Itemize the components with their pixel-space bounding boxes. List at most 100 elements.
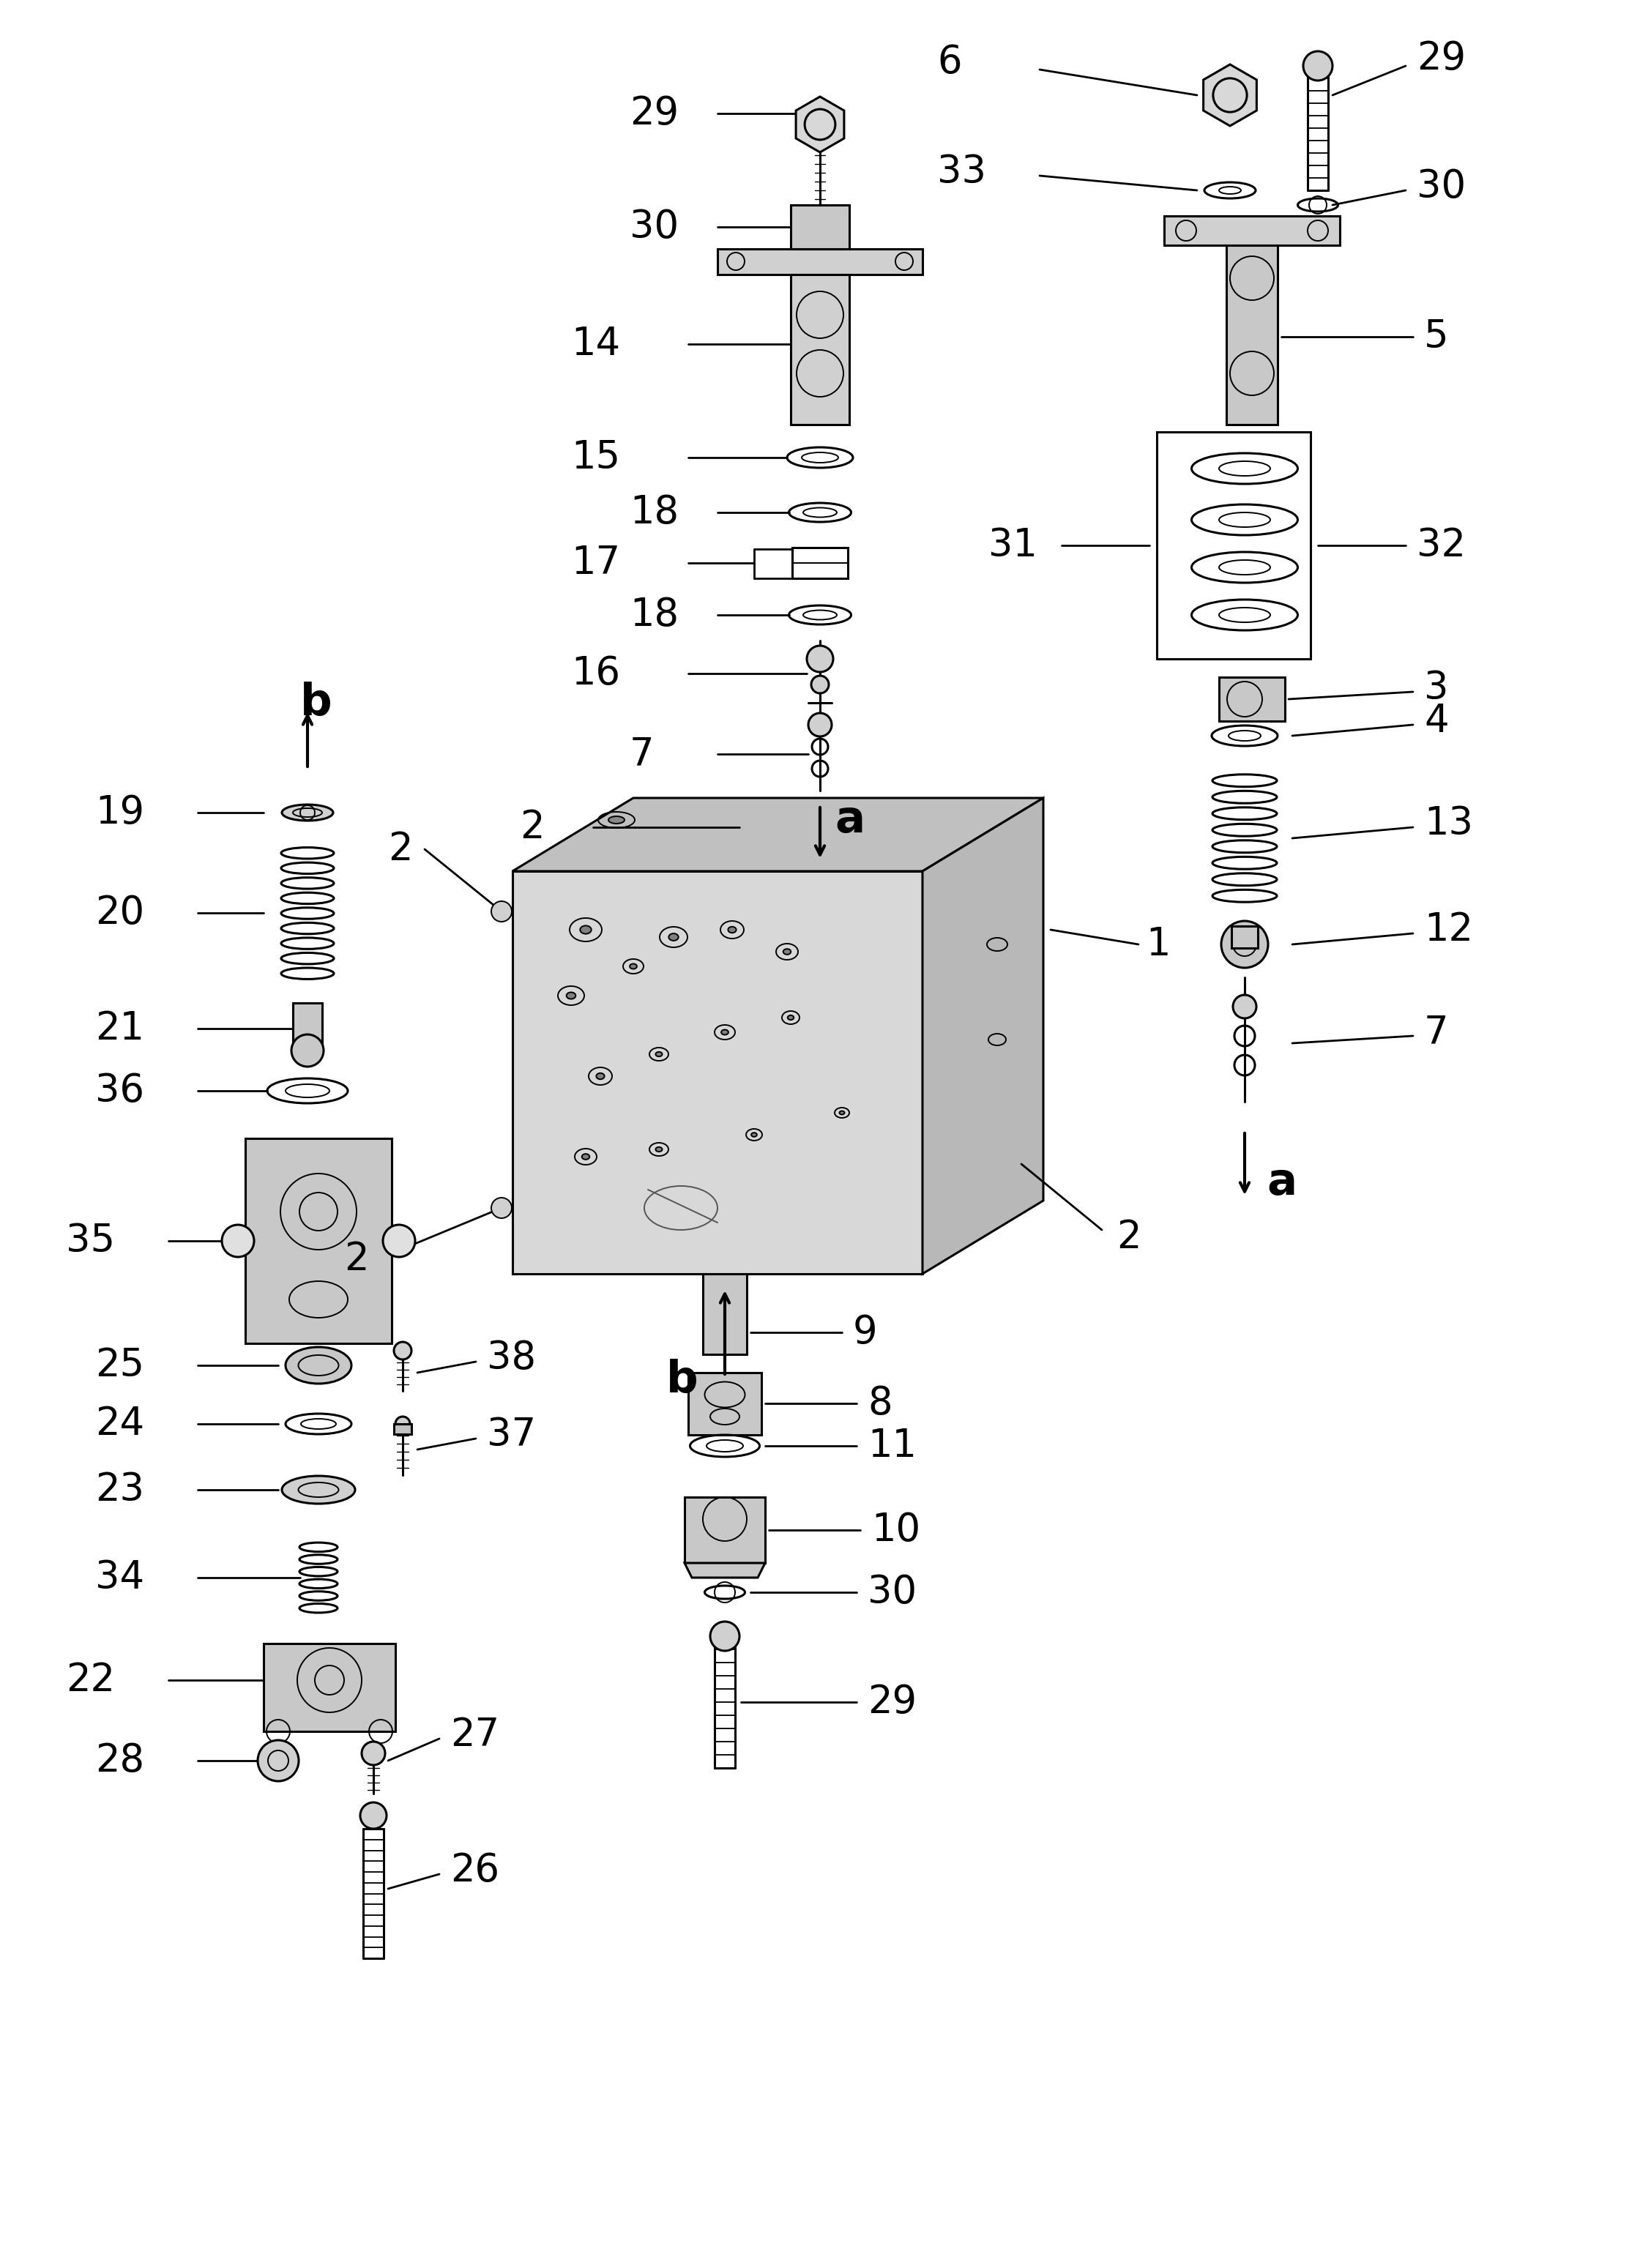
Bar <box>394 1424 412 1433</box>
Text: 34: 34 <box>95 1558 144 1597</box>
Ellipse shape <box>799 220 841 236</box>
Text: 36: 36 <box>95 1073 144 1109</box>
Ellipse shape <box>787 1016 794 1021</box>
Text: 16: 16 <box>571 655 620 692</box>
Text: 1: 1 <box>1146 925 1171 964</box>
Text: 5: 5 <box>1424 318 1448 356</box>
Text: 14: 14 <box>571 324 620 363</box>
Bar <box>1227 245 1278 424</box>
Bar <box>689 1372 761 1436</box>
Circle shape <box>492 1198 512 1218</box>
Text: 21: 21 <box>95 1009 144 1048</box>
Text: 22: 22 <box>66 1660 115 1699</box>
Text: a: a <box>835 798 864 841</box>
Text: b: b <box>300 680 333 723</box>
Ellipse shape <box>282 805 333 821</box>
Polygon shape <box>922 798 1043 1275</box>
Text: 2: 2 <box>520 807 544 846</box>
Text: 18: 18 <box>630 494 679 531</box>
Circle shape <box>362 1742 385 1765</box>
Bar <box>790 274 850 424</box>
Bar <box>1164 215 1340 245</box>
Text: 15: 15 <box>571 438 620 476</box>
Text: 2: 2 <box>389 830 413 869</box>
Text: 28: 28 <box>95 1742 144 1780</box>
Text: a: a <box>1266 1161 1297 1204</box>
Circle shape <box>382 1225 415 1256</box>
Text: 18: 18 <box>630 596 679 635</box>
Ellipse shape <box>722 1030 728 1034</box>
Bar <box>246 1139 392 1343</box>
Ellipse shape <box>582 1154 589 1159</box>
Text: 6: 6 <box>936 43 961 82</box>
Text: 35: 35 <box>66 1222 115 1261</box>
Ellipse shape <box>566 993 576 998</box>
Text: 30: 30 <box>868 1574 917 1610</box>
Ellipse shape <box>630 964 636 968</box>
Text: 24: 24 <box>95 1404 144 1442</box>
Text: 2: 2 <box>1117 1218 1141 1256</box>
Circle shape <box>809 712 831 737</box>
Text: 8: 8 <box>868 1383 892 1422</box>
Ellipse shape <box>840 1111 845 1114</box>
Circle shape <box>394 1343 412 1359</box>
Text: 25: 25 <box>95 1347 144 1383</box>
Circle shape <box>807 646 833 671</box>
Polygon shape <box>512 798 1043 871</box>
Text: 17: 17 <box>571 544 620 583</box>
Circle shape <box>1233 996 1256 1018</box>
Bar <box>294 1002 321 1048</box>
Text: 32: 32 <box>1417 526 1466 565</box>
Bar <box>704 1275 746 1354</box>
Ellipse shape <box>728 928 736 932</box>
Ellipse shape <box>656 1148 663 1152</box>
Circle shape <box>292 1034 323 1066</box>
Text: 3: 3 <box>1424 669 1448 708</box>
Polygon shape <box>795 98 845 152</box>
Bar <box>512 871 922 1275</box>
Text: 9: 9 <box>853 1313 877 1352</box>
Text: 33: 33 <box>936 152 986 191</box>
Text: 7: 7 <box>630 735 654 773</box>
Text: 29: 29 <box>630 95 679 132</box>
Ellipse shape <box>669 934 679 941</box>
Text: 11: 11 <box>868 1427 917 1465</box>
Text: 30: 30 <box>1417 168 1466 206</box>
Text: 13: 13 <box>1424 805 1473 844</box>
Circle shape <box>812 676 828 694</box>
Text: b: b <box>666 1359 699 1402</box>
Text: 37: 37 <box>487 1415 536 1454</box>
Ellipse shape <box>285 1347 351 1383</box>
Bar <box>792 547 848 578</box>
Circle shape <box>257 1740 298 1780</box>
Text: 19: 19 <box>95 794 144 832</box>
Ellipse shape <box>656 1052 663 1057</box>
Polygon shape <box>1204 64 1256 127</box>
Polygon shape <box>684 1563 766 1579</box>
Circle shape <box>361 1803 387 1828</box>
Ellipse shape <box>282 1476 356 1504</box>
Bar <box>718 249 922 274</box>
Bar <box>264 1644 395 1730</box>
Bar <box>684 1497 766 1563</box>
Text: 29: 29 <box>868 1683 917 1721</box>
Text: 31: 31 <box>989 526 1038 565</box>
Text: 2: 2 <box>344 1241 369 1279</box>
Circle shape <box>492 900 512 921</box>
Text: 4: 4 <box>1424 703 1448 739</box>
Text: 23: 23 <box>95 1470 144 1508</box>
Ellipse shape <box>751 1132 758 1136</box>
Text: 12: 12 <box>1424 912 1473 948</box>
Ellipse shape <box>597 1073 605 1080</box>
Text: 29: 29 <box>1417 39 1466 77</box>
Text: 27: 27 <box>451 1717 500 1753</box>
Text: 38: 38 <box>487 1338 536 1377</box>
Text: 26: 26 <box>451 1851 500 1889</box>
Ellipse shape <box>608 816 625 823</box>
Text: 30: 30 <box>630 209 679 245</box>
Circle shape <box>1222 921 1268 968</box>
Text: 20: 20 <box>95 894 144 932</box>
Ellipse shape <box>581 925 592 934</box>
Circle shape <box>395 1418 410 1431</box>
Circle shape <box>1304 52 1332 82</box>
